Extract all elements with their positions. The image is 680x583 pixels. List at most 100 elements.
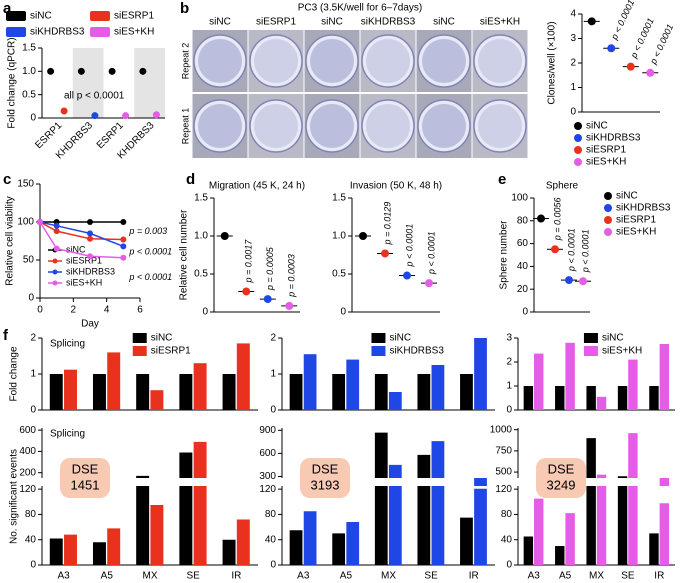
dot	[122, 112, 130, 120]
bar	[474, 478, 487, 565]
legend-label: siES+KH	[602, 346, 642, 357]
y-tick-label: 200	[19, 467, 36, 478]
plate	[361, 99, 415, 153]
legend-marker	[604, 192, 612, 200]
y-tick-label: 1.0	[194, 231, 208, 242]
legend-label: siESRP1	[114, 11, 154, 22]
bar	[523, 386, 534, 410]
annotation: 1451	[71, 477, 100, 492]
dot	[263, 295, 272, 304]
panel-letter: f	[3, 327, 9, 344]
dot	[139, 67, 147, 75]
legend-label: siESRP1	[616, 215, 656, 226]
y-tick-label: 1.5	[194, 193, 208, 204]
y-tick-label: 0.5	[332, 269, 346, 280]
x-tick-label: A5	[559, 571, 572, 582]
legend-label: siNC	[151, 333, 173, 344]
legend-label: siKHDRBS3	[586, 133, 641, 144]
bar	[534, 498, 544, 565]
y-tick-label: 300	[259, 471, 276, 482]
x-tick-label: MX	[143, 571, 158, 582]
legend-marker	[604, 228, 612, 236]
point	[120, 254, 127, 261]
dot	[60, 107, 68, 115]
y-tick-label: 80	[25, 509, 37, 520]
colonies	[310, 104, 354, 148]
x-tick-label: MX	[381, 571, 396, 582]
bar	[193, 363, 207, 410]
y-tick-label: 40	[25, 534, 37, 545]
y-tick-label: 0	[28, 293, 34, 304]
plate	[473, 99, 527, 153]
series-line	[39, 221, 124, 248]
annotation: all p < 0.0001	[64, 91, 125, 102]
row-label: Repeat 2	[180, 43, 190, 80]
bar	[596, 396, 607, 410]
x-tick-label: SE	[187, 571, 201, 582]
y-tick-label: 20	[517, 284, 529, 295]
bar	[107, 352, 121, 410]
point	[53, 245, 60, 252]
x-tick-label: 4	[104, 305, 110, 316]
point	[120, 243, 127, 250]
dot	[587, 17, 596, 26]
y-tick-label: 0	[570, 107, 576, 118]
annotation: 3249	[547, 477, 576, 492]
bar	[628, 433, 638, 565]
y-tick-label: 0	[270, 405, 276, 416]
legend-label: siESRP1	[151, 346, 191, 357]
bar	[374, 432, 388, 565]
y-tick-label: 4	[570, 9, 576, 20]
y-tick-label: 100	[511, 193, 528, 204]
legend-label: siNC	[389, 333, 411, 344]
point	[87, 230, 93, 237]
y-tick-label: 0	[30, 113, 36, 124]
bar	[523, 536, 534, 565]
legend-marker	[52, 280, 58, 286]
bar	[332, 533, 346, 565]
y-tick-label: 100	[17, 217, 34, 228]
bar	[332, 374, 346, 410]
p-value: p = 0.0003	[287, 254, 297, 298]
legend-label: siKHDRBS3	[66, 266, 115, 276]
y-tick-label: 0	[30, 405, 36, 416]
y-tick-label: 900	[259, 425, 276, 436]
dot	[626, 62, 635, 71]
series-line	[39, 221, 124, 259]
plate	[249, 34, 303, 88]
panel-letter: e	[498, 171, 506, 188]
legend-marker	[574, 158, 582, 166]
bar	[431, 365, 445, 410]
p-value: p = 0.0129	[382, 202, 392, 246]
colonies	[366, 104, 410, 148]
colonies	[366, 39, 410, 83]
legend-marker	[574, 122, 582, 130]
p-value: p < 0.0001	[128, 247, 172, 257]
x-tick-label: SE	[424, 571, 438, 582]
bar	[659, 478, 670, 565]
y-tick-label: 50	[23, 255, 35, 266]
bar	[49, 374, 63, 410]
legend-label: siES+KH	[66, 277, 102, 287]
legend-swatch	[583, 346, 598, 356]
x-tick-label: A5	[340, 571, 353, 582]
bar	[346, 522, 360, 565]
y-tick-label: 0	[30, 560, 36, 571]
colonies	[478, 39, 522, 83]
x-tick-label: 2	[71, 305, 77, 316]
y-tick-label: 0.5	[194, 269, 208, 280]
bar	[236, 519, 250, 565]
p-value: p = 0.003	[128, 226, 167, 236]
dot	[551, 245, 559, 254]
point	[87, 235, 93, 242]
band-shade	[72, 48, 104, 118]
bar	[417, 374, 431, 410]
y-tick-label: 0	[202, 307, 208, 318]
plot-label: Splicing	[50, 429, 85, 440]
column-label: siES+KH	[480, 17, 520, 28]
y-tick-label: 2	[270, 333, 276, 344]
colonies	[198, 39, 242, 83]
bar	[617, 476, 628, 565]
p-value: p < 0.0001	[426, 231, 436, 275]
bar	[92, 374, 106, 410]
